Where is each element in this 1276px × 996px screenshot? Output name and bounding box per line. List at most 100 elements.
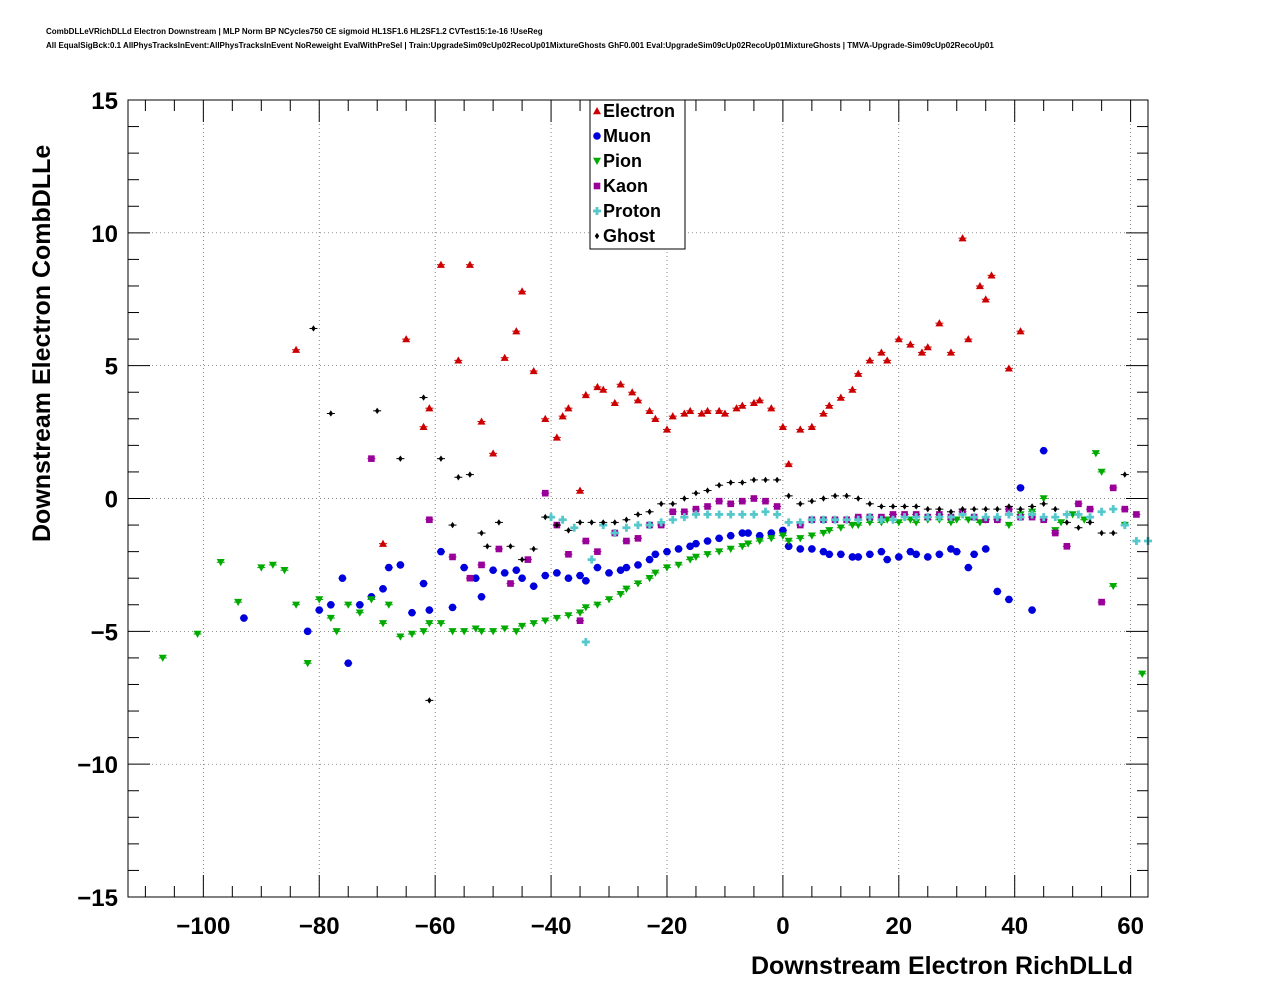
pion-point xyxy=(634,580,642,588)
muon-point xyxy=(767,529,776,537)
x-tick-labels: −100 −80 −60 −40 −20 0 20 40 60 xyxy=(176,913,1144,940)
proton-point xyxy=(946,513,955,522)
muon-point xyxy=(564,574,573,582)
muon-point xyxy=(808,545,816,553)
ghost-point xyxy=(635,511,641,518)
muon-point xyxy=(384,563,393,572)
muon-point xyxy=(1028,606,1036,614)
pion-point xyxy=(344,601,353,609)
pion-point xyxy=(518,622,527,631)
legend: Electron Muon Pion Kaon Proton Ghost xyxy=(589,99,686,250)
kaon-point xyxy=(1051,529,1059,537)
muon-point xyxy=(784,542,793,551)
header-line-1: CombDLLeVRichDLLd Electron Downstream | … xyxy=(46,27,543,36)
pion-point xyxy=(1057,519,1066,527)
series-proton xyxy=(547,505,1152,646)
pion-point xyxy=(216,559,225,567)
ghost-point xyxy=(577,519,583,526)
muon-point xyxy=(981,545,990,553)
ghost-point xyxy=(786,492,791,500)
ghost-point xyxy=(879,503,884,510)
ghost-point xyxy=(508,543,513,550)
pion-point xyxy=(419,628,428,636)
x-tick-label: 20 xyxy=(885,913,912,940)
muon-point xyxy=(1039,446,1048,455)
electron-point xyxy=(454,356,463,364)
muon-point xyxy=(715,534,723,543)
muon-point xyxy=(489,566,497,575)
proton-point xyxy=(610,529,619,538)
kaon-point xyxy=(634,535,642,542)
series-ghost xyxy=(309,325,1129,704)
electron-point xyxy=(489,449,498,457)
ghost-point xyxy=(1064,519,1070,526)
electron-point xyxy=(796,425,805,433)
proton-point xyxy=(738,510,747,519)
pion-point xyxy=(825,527,834,535)
ghost-point xyxy=(479,529,484,537)
proton-point xyxy=(657,518,666,527)
electron-point xyxy=(697,409,706,417)
kaon-point xyxy=(773,503,781,510)
kaon-point xyxy=(576,617,584,625)
proton-point xyxy=(923,513,932,522)
proton-point xyxy=(912,513,921,522)
proton-point xyxy=(784,518,793,527)
pion-point xyxy=(912,519,921,527)
proton-point xyxy=(703,510,712,519)
muon-point xyxy=(634,561,642,569)
ghost-point xyxy=(1111,529,1116,537)
pion-point xyxy=(691,553,700,561)
muon-point xyxy=(674,545,683,553)
ghost-point xyxy=(311,325,316,332)
kaon-point xyxy=(507,580,514,587)
series-muon xyxy=(239,446,1048,668)
kaon-point xyxy=(704,503,711,510)
pion-point xyxy=(975,519,984,527)
proton-point xyxy=(1120,521,1129,530)
legend-marker-ghost xyxy=(594,232,600,240)
kaon-point xyxy=(1086,505,1094,513)
ghost-point xyxy=(589,519,594,526)
electron-point xyxy=(500,353,509,361)
ghost-point xyxy=(531,545,536,553)
x-tick-label: 40 xyxy=(1001,913,1028,940)
ghost-point xyxy=(902,503,907,510)
pion-point xyxy=(1091,450,1100,458)
proton-point xyxy=(726,510,735,519)
series-pion xyxy=(158,450,1147,678)
ghost-point xyxy=(682,495,687,502)
electron-point xyxy=(680,409,689,417)
muon-point xyxy=(744,529,752,537)
legend-marker-proton xyxy=(593,207,601,216)
muon-point xyxy=(738,529,747,537)
kaon-point xyxy=(1063,543,1071,550)
ghost-point xyxy=(328,410,334,417)
ghost-point xyxy=(398,455,403,462)
proton-point xyxy=(1016,513,1025,522)
electron-point xyxy=(877,348,886,356)
electron-point xyxy=(651,414,660,422)
pion-point xyxy=(332,628,341,636)
electron-point xyxy=(477,417,486,425)
proton-point xyxy=(1062,510,1071,519)
muon-point xyxy=(964,563,973,572)
electron-point xyxy=(686,406,695,415)
muon-point xyxy=(952,547,961,556)
ghost-point xyxy=(716,482,722,489)
x-tick-label: −80 xyxy=(299,913,340,940)
proton-point xyxy=(935,513,944,522)
legend-marker-pion xyxy=(593,157,601,165)
pion-point xyxy=(355,609,364,617)
ghost-point xyxy=(612,519,618,526)
electron-point xyxy=(958,234,967,242)
ghost-point xyxy=(670,500,675,508)
muon-point xyxy=(866,550,874,559)
muon-point xyxy=(541,571,550,580)
muon-point xyxy=(460,563,468,572)
ghost-point xyxy=(856,495,861,502)
pion-point xyxy=(767,535,776,543)
proton-point xyxy=(749,510,758,519)
ghost-point xyxy=(809,497,815,505)
